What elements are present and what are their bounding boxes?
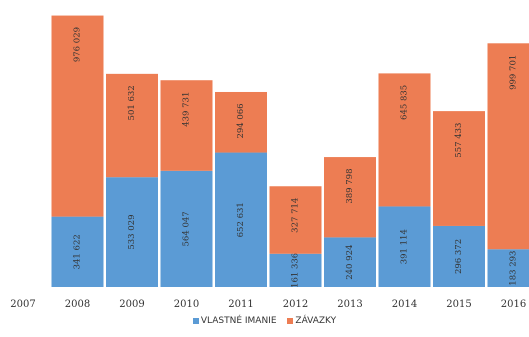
data-label-equity-2009: 533 029: [127, 215, 137, 250]
x-tick-label-2009: 2009: [119, 299, 144, 310]
bar-liabilities-2008: [51, 15, 104, 217]
legend-label-equity: VLASTNÉ IMANIE: [200, 316, 277, 326]
data-label-equity-2010: 564 047: [182, 211, 192, 246]
bar-equity-2010: [160, 170, 213, 287]
bar-liabilities-2012: [269, 186, 322, 254]
x-tick-label-2016: 2016: [501, 299, 526, 310]
bar-equity-2011: [215, 152, 267, 287]
data-label-liabilities-2009: 501 632: [127, 85, 137, 120]
data-label-liabilities-2013: 389 798: [345, 168, 355, 203]
data-label-equity-2014: 391 114: [400, 229, 410, 264]
legend-swatch-equity: [192, 318, 199, 324]
x-tick-label-2010: 2010: [174, 299, 199, 310]
data-label-liabilities-2010: 439 731: [182, 92, 192, 127]
bar-liabilities-2014: [378, 73, 431, 207]
bar-liabilities-2016: [487, 43, 529, 250]
x-tick-label-2008: 2008: [65, 299, 90, 310]
legend-swatch-liabilities: [287, 318, 294, 324]
bar-equity-2015: [433, 225, 485, 287]
bar-liabilities-2011: [215, 91, 267, 153]
data-label-equity-2013: 240 924: [345, 245, 355, 280]
data-label-equity-2015: 296 372: [454, 239, 464, 274]
bar-equity-2009: [106, 177, 158, 287]
x-tick-label-2015: 2015: [446, 299, 471, 310]
bar-liabilities-2009: [106, 73, 158, 178]
x-tick-label-2014: 2014: [392, 299, 417, 310]
legend-label-liabilities: ZÁVAZKY: [295, 316, 337, 326]
data-label-liabilities-2011: 294 066: [236, 103, 246, 138]
legend-item-liabilities: ZÁVAZKY: [287, 316, 336, 326]
bar-equity-2013: [324, 237, 376, 287]
data-label-equity-2011: 652 631: [236, 202, 246, 237]
data-label-liabilities-2012: 327 714: [291, 198, 301, 233]
data-label-liabilities-2008: 976 029: [73, 27, 83, 62]
legend-item-equity: VLASTNÉ IMANIE: [192, 316, 277, 326]
bar-liabilities-2015: [433, 111, 485, 226]
data-label-equity-2012: 161 336: [291, 253, 301, 288]
data-label-liabilities-2016: 999 701: [509, 55, 519, 90]
data-label-equity-2016: 183 293: [509, 251, 519, 286]
bar-equity-2012: [269, 253, 322, 287]
bar-equity-2014: [378, 206, 431, 287]
bar-equity-2016: [487, 249, 529, 287]
data-label-liabilities-2014: 645 835: [400, 85, 410, 120]
x-tick-label-2007: 2007: [10, 299, 35, 310]
x-tick-label-2012: 2012: [283, 299, 308, 310]
chart-legend: VLASTNÉ IMANIE ZÁVAZKY: [0, 316, 529, 327]
bar-liabilities-2013: [324, 157, 376, 238]
x-tick-label-2011: 2011: [228, 299, 253, 310]
data-label-liabilities-2015: 557 433: [454, 123, 464, 158]
bar-equity-2008: [51, 216, 104, 287]
x-tick-label-2013: 2013: [337, 299, 362, 310]
bar-liabilities-2010: [160, 80, 213, 171]
data-label-equity-2008: 341 622: [73, 234, 83, 269]
